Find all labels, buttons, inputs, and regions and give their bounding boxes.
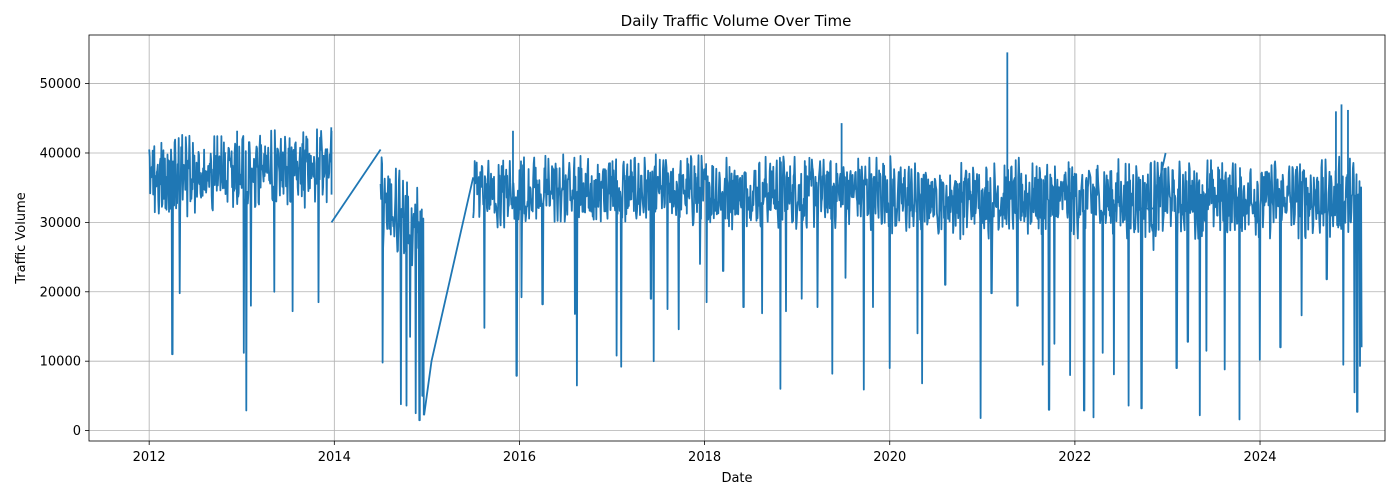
x-axis-label: Date [721, 471, 752, 486]
x-tick-label: 2020 [873, 450, 906, 465]
x-tick-label: 2022 [1058, 450, 1091, 465]
x-tick-label: 2018 [688, 450, 721, 465]
series-gap-bridge [330, 148, 382, 223]
y-axis-label: Traffic Volume [14, 192, 29, 285]
y-tick-label: 50000 [40, 77, 81, 92]
y-tick-label: 10000 [40, 355, 81, 370]
plot-frame [88, 34, 1386, 442]
y-tick-label: 40000 [40, 146, 81, 161]
y-axis-ticks: 0 10000 20000 30000 40000 50000 [40, 77, 89, 439]
series-line-segment [379, 156, 425, 422]
y-tick-label: 30000 [40, 216, 81, 231]
x-tick-label: 2012 [133, 450, 166, 465]
series-line-segment [890, 155, 1363, 421]
series-line-segment [472, 153, 893, 391]
chart-title: Daily Traffic Volume Over Time [621, 12, 852, 30]
series-traffic-volume [148, 52, 1363, 422]
x-axis-ticks: 2012 2014 2016 2018 2020 2022 2024 [133, 441, 1277, 465]
x-tick-label: 2024 [1243, 450, 1276, 465]
x-tick-label: 2014 [318, 450, 351, 465]
series-gap-bridge [1135, 152, 1167, 210]
x-tick-label: 2016 [503, 450, 536, 465]
grid-lines [89, 35, 1385, 441]
y-tick-label: 20000 [40, 285, 81, 300]
series-line-segment [148, 127, 333, 412]
series-gap-bridge [423, 177, 475, 416]
y-tick-label: 0 [73, 424, 81, 439]
